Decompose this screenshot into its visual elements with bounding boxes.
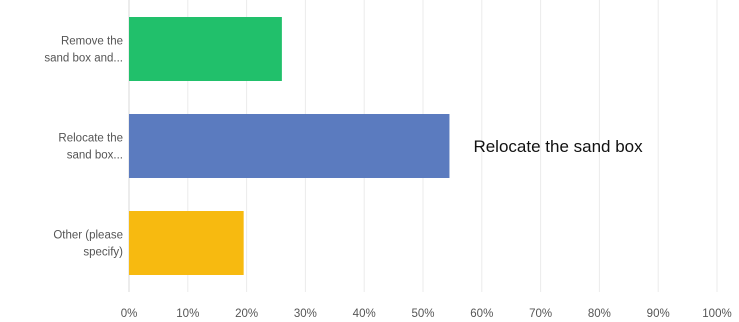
annotations: Relocate the sand box bbox=[473, 137, 643, 156]
category-labels: Remove the sand box and... Relocate the san… bbox=[44, 36, 123, 259]
bar bbox=[129, 114, 450, 178]
category-label: Other (please specify) bbox=[53, 230, 123, 259]
x-tick-label: 0% bbox=[121, 308, 138, 320]
category-label: Remove the sand box and... bbox=[44, 36, 123, 65]
x-tick-label: 40% bbox=[353, 308, 376, 320]
x-tick-label: 70% bbox=[529, 308, 552, 320]
bar bbox=[129, 17, 282, 81]
x-tick-label: 50% bbox=[411, 308, 434, 320]
bar bbox=[129, 211, 244, 275]
x-tick-label: 100% bbox=[702, 308, 731, 320]
x-tick-label: 20% bbox=[235, 308, 258, 320]
x-tick-label: 90% bbox=[647, 308, 670, 320]
x-tick-label: 60% bbox=[470, 308, 493, 320]
annotation-label: Relocate the sand box bbox=[473, 137, 643, 156]
x-tick-label: 10% bbox=[176, 308, 199, 320]
bars bbox=[129, 17, 450, 275]
x-tick-labels: 0% 10% 20% 30% 40% 50% 60% 70% 80% 90% 100% bbox=[121, 308, 732, 320]
x-tick-label: 30% bbox=[294, 308, 317, 320]
x-tick-label: 80% bbox=[588, 308, 611, 320]
category-label: Relocate the sand box... bbox=[58, 133, 123, 162]
